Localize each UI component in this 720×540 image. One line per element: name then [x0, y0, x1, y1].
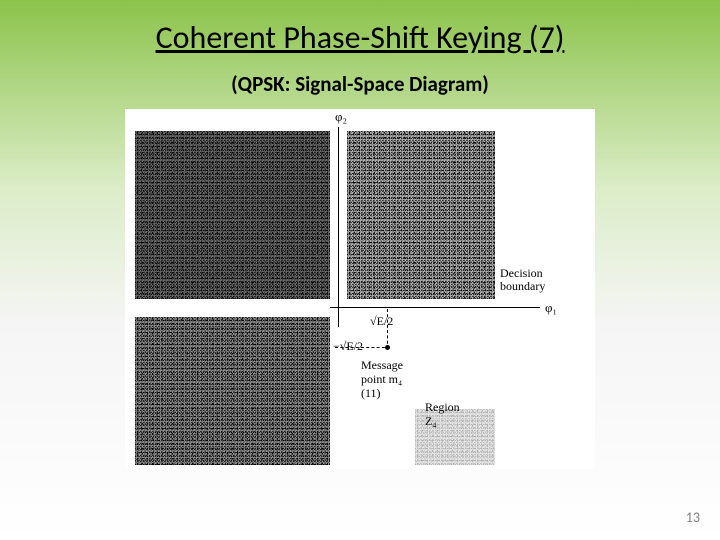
decision-boundary-text1: Decision boundary	[500, 266, 545, 293]
noise-region-q2	[135, 131, 330, 299]
slide-subtitle: (QPSK: Signal-Space Diagram)	[0, 57, 720, 97]
phi1-axis-label: φ₁	[545, 300, 557, 316]
signal-space-diagram: φ₂ φ₁ Decision boundary √E/2 −√E/2 Messa…	[125, 109, 595, 469]
dash-horizontal-marker	[335, 347, 390, 348]
noise-region-q1	[347, 131, 495, 299]
region-z4-label: Region Z₄	[425, 401, 460, 429]
noise-region-q3	[135, 317, 330, 465]
vertical-axis	[338, 127, 339, 327]
phi2-axis-label: φ₂	[335, 109, 347, 125]
x-tick-positive: √E/2	[370, 314, 393, 329]
slide-title: Coherent Phase-Shift Keying (7)	[0, 0, 720, 57]
horizontal-axis	[330, 307, 540, 308]
page-number: 13	[686, 509, 700, 526]
decision-boundary-label: Decision boundary	[500, 267, 545, 293]
dash-vertical	[387, 309, 388, 349]
message-point-m4	[385, 345, 390, 350]
message-point-label: Message point m₄ (11)	[361, 359, 403, 400]
